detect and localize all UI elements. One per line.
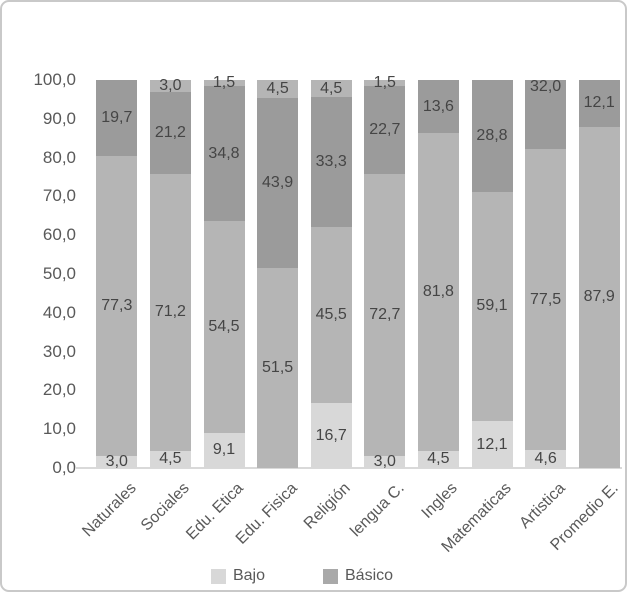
bar-segment <box>257 80 299 98</box>
bar-segment <box>417 450 459 468</box>
data-label: 4,5 <box>427 450 450 468</box>
bar-segment <box>149 92 191 175</box>
data-label: 21,2 <box>154 124 186 142</box>
bar-segment <box>310 226 352 404</box>
bar-segment <box>364 174 406 457</box>
bar-segment <box>578 126 620 468</box>
legend: Bajo Básico <box>2 567 602 585</box>
data-label: 4,5 <box>320 79 343 97</box>
bar-segment <box>310 80 352 98</box>
bar-segment <box>310 403 352 468</box>
data-label: 71,2 <box>154 303 186 321</box>
y-axis-tick-label: 90,0 <box>42 108 76 128</box>
data-label: 3,0 <box>105 453 128 471</box>
y-axis-tick-label: 80,0 <box>42 147 76 167</box>
data-label: 12,1 <box>583 94 615 112</box>
bar-segment <box>203 80 245 87</box>
legend-label: Básico <box>345 567 394 584</box>
data-label: 34,8 <box>208 144 240 162</box>
data-label: 1,5 <box>373 74 396 92</box>
data-label: 16,7 <box>315 426 347 444</box>
bar-segment <box>417 80 459 134</box>
data-label: 45,5 <box>315 305 347 323</box>
data-label: 81,8 <box>422 282 454 300</box>
data-label: 9,1 <box>212 441 236 459</box>
data-label: 4,5 <box>159 450 182 468</box>
legend-swatch-icon <box>210 568 226 584</box>
bar-segment <box>525 450 567 468</box>
bar-segment <box>471 80 513 192</box>
bar-segment <box>578 80 620 127</box>
bar-segment <box>257 268 299 468</box>
data-label: 28,8 <box>476 126 508 144</box>
data-label: 51,5 <box>262 359 294 377</box>
bar-segment <box>149 80 191 92</box>
legend-item-basico: Básico <box>323 567 393 585</box>
data-label: 13,6 <box>422 97 454 115</box>
bar-segment <box>471 191 513 422</box>
legend-item-bajo: Bajo <box>210 567 265 585</box>
bar-segment <box>96 156 138 457</box>
bar-segment <box>149 450 191 468</box>
data-label: 54,5 <box>208 317 240 335</box>
data-label: 77,3 <box>101 297 133 315</box>
y-axis-tick-label: 40,0 <box>42 302 76 322</box>
legend-swatch-icon <box>323 568 338 584</box>
y-axis-tick-label: 0,0 <box>52 458 76 477</box>
bar-segment <box>257 97 299 269</box>
data-label: 4,5 <box>266 80 289 98</box>
data-label: 32,0 <box>530 78 562 96</box>
bar-segment <box>203 432 245 468</box>
y-axis-tick-label: 50,0 <box>42 264 76 283</box>
bar-segment <box>364 456 406 468</box>
data-label: 22,7 <box>369 121 401 139</box>
bar-segment <box>525 80 567 150</box>
x-axis-line <box>76 467 622 469</box>
data-label: 87,9 <box>583 288 615 306</box>
bar-segment <box>310 97 352 227</box>
data-label: 3,0 <box>159 77 182 95</box>
y-axis-tick-label: 20,0 <box>42 380 76 400</box>
y-axis-tick-label: 10,0 <box>42 419 76 439</box>
data-label: 43,9 <box>262 174 294 191</box>
bar-segment <box>203 221 245 433</box>
data-label: 1,5 <box>212 74 236 92</box>
y-axis-tick-label: 70,0 <box>42 186 76 206</box>
data-label: 72,7 <box>369 306 401 324</box>
data-label: 77,5 <box>530 290 562 308</box>
data-label: 59,1 <box>476 297 508 315</box>
y-axis-tick-label: 30,0 <box>42 341 76 361</box>
bar-segment <box>364 80 406 87</box>
legend-label: Bajo <box>232 567 265 584</box>
y-axis-tick-label: 100,0 <box>33 70 76 89</box>
y-axis-tick-label: 60,0 <box>42 225 76 245</box>
data-label: 3,0 <box>373 453 396 471</box>
data-label: 19,7 <box>101 109 133 127</box>
bar-segment <box>417 133 459 451</box>
bar-segment <box>525 149 567 451</box>
data-label: 4,6 <box>534 450 557 468</box>
bar-segment <box>96 80 138 157</box>
data-label: 12,1 <box>476 435 508 453</box>
bar-segment <box>96 456 138 468</box>
bar-segment <box>149 174 191 451</box>
data-label: 33,3 <box>315 153 347 171</box>
bar-segment <box>203 86 245 222</box>
bar-segment <box>471 421 513 468</box>
bar-segment <box>364 86 406 175</box>
